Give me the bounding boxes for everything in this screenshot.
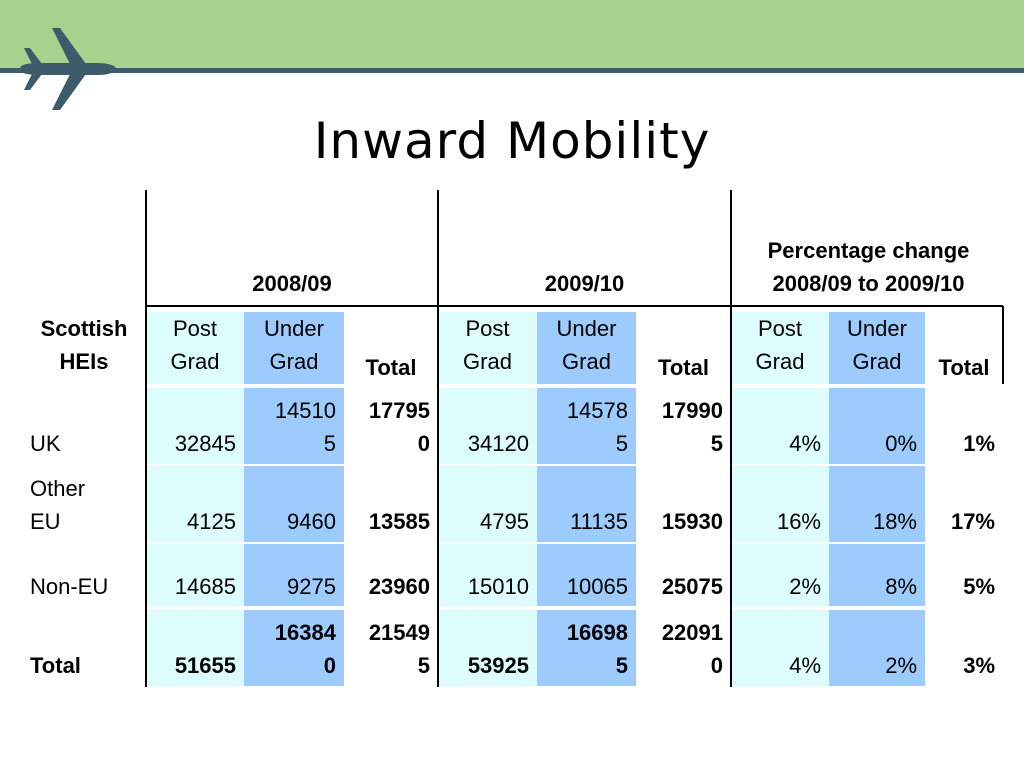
subheader-postgrad-2009: Post Grad <box>438 312 537 384</box>
top-banner <box>0 0 1024 68</box>
subheader-total-2008: Total <box>365 355 417 380</box>
table-cell: 166985 <box>537 610 636 686</box>
table-divider <box>730 190 732 687</box>
subheader-undergrad-2009: Under Grad <box>537 312 636 384</box>
table-cell: 220910 <box>661 620 723 678</box>
table-divider <box>145 305 1003 307</box>
table-cell: 215495 <box>368 620 430 678</box>
subheader-undergrad-change: Under Grad <box>829 312 925 384</box>
row-label-non-eu: Non-EU <box>30 574 109 599</box>
table-cell: 5% <box>963 574 995 599</box>
table-cell: 145105 <box>244 388 344 464</box>
subheader-total-change: Total <box>938 355 990 380</box>
table-divider <box>1002 306 1004 384</box>
table-cell: 13585 <box>368 509 430 534</box>
table-cell: 34120 <box>438 388 537 464</box>
table-cell: 51655 <box>146 610 244 686</box>
table-cell: 25075 <box>661 574 723 599</box>
header-2009-10: 2009/10 <box>544 271 625 296</box>
table-cell: 32845 <box>146 388 244 464</box>
table-cell: 9275 <box>244 544 344 606</box>
row-label-total: Total <box>30 653 81 678</box>
row-label-uk: UK <box>30 431 61 456</box>
slide-title: Inward Mobility <box>313 112 711 170</box>
subheader-undergrad-2008: Under Grad <box>244 312 344 384</box>
table-cell: 177950 <box>368 398 430 456</box>
table-cell: 0% <box>829 388 925 464</box>
table-cell: 179905 <box>661 398 723 456</box>
table-cell: 145785 <box>537 388 636 464</box>
table-cell: 17% <box>950 509 995 534</box>
table-cell: 4125 <box>146 466 244 542</box>
table-cell: 4795 <box>438 466 537 542</box>
table-cell: 16% <box>731 466 829 542</box>
header-2008-09: 2008/09 <box>252 271 332 296</box>
table-cell: 163840 <box>244 610 344 686</box>
subheader-total-2009: Total <box>658 355 709 380</box>
table-cell: 10065 <box>537 544 636 606</box>
table-divider <box>437 190 439 687</box>
table-divider <box>145 190 147 687</box>
table-cell: 11135 <box>537 466 636 542</box>
table-cell: 2% <box>829 610 925 686</box>
table-cell: 9460 <box>244 466 344 542</box>
table-cell: 1% <box>963 431 995 456</box>
header-percentage-change: Percentage change 2008/09 to 2009/10 <box>767 238 970 296</box>
table-cell: 14685 <box>146 544 244 606</box>
airplane-icon <box>20 28 116 110</box>
subheader-postgrad-change: Post Grad <box>731 312 829 384</box>
table-cell: 4% <box>731 610 829 686</box>
row-label-other-eu: Other EU <box>30 476 86 534</box>
table-cell: 23960 <box>368 574 430 599</box>
table-cell: 4% <box>731 388 829 464</box>
table-cell: 15010 <box>438 544 537 606</box>
table-cell: 18% <box>829 466 925 542</box>
subheader-postgrad-2008: Post Grad <box>146 312 244 384</box>
table-cell: 3% <box>963 653 995 678</box>
table-cell: 53925 <box>438 610 537 686</box>
banner-rule <box>0 68 1024 73</box>
table-cell: 8% <box>829 544 925 606</box>
row-header-label: Scottish HEIs <box>40 316 128 374</box>
table-cell: 2% <box>731 544 829 606</box>
table-cell: 15930 <box>661 509 723 534</box>
